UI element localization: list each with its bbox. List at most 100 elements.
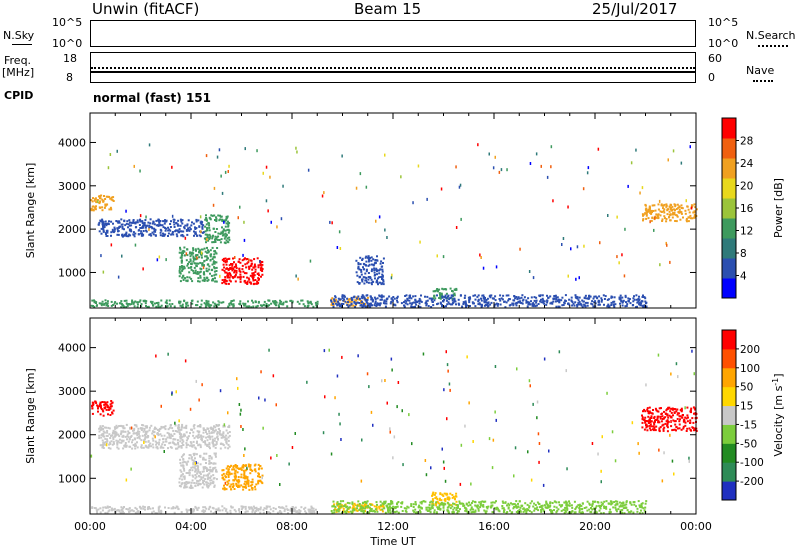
echo-cell bbox=[360, 273, 363, 276]
echo-cell bbox=[160, 509, 163, 512]
echo-cell bbox=[189, 407, 192, 411]
echo-cell bbox=[405, 507, 408, 510]
echo-cell bbox=[157, 305, 160, 308]
echo-cell bbox=[338, 230, 341, 234]
echo-cell bbox=[257, 463, 260, 466]
echo-cell bbox=[675, 429, 677, 432]
echo-cell bbox=[182, 444, 185, 446]
echo-cell bbox=[533, 296, 536, 299]
beam-title: Beam 15 bbox=[354, 0, 422, 18]
echo-cell bbox=[536, 304, 538, 307]
echo-cell bbox=[255, 510, 257, 513]
echo-cell bbox=[680, 409, 683, 412]
echo-cell bbox=[188, 457, 191, 460]
echo-cell bbox=[225, 441, 228, 443]
echo-cell bbox=[336, 374, 339, 378]
echo-cell bbox=[376, 273, 378, 276]
echo-cell bbox=[646, 425, 649, 428]
echo-cell bbox=[453, 294, 456, 297]
echo-cell bbox=[315, 304, 318, 306]
echo-cell bbox=[213, 484, 216, 487]
echo-cell bbox=[139, 169, 141, 173]
echo-cell bbox=[257, 482, 260, 485]
echo-cell bbox=[541, 297, 544, 300]
echo-cell bbox=[373, 505, 376, 508]
echo-cell bbox=[648, 206, 651, 209]
echo-cell bbox=[190, 428, 192, 431]
echo-cell bbox=[197, 469, 200, 472]
echo-cell bbox=[331, 297, 334, 300]
echo-cell bbox=[695, 208, 698, 211]
echo-cell bbox=[207, 302, 210, 305]
echo-cell bbox=[233, 271, 236, 274]
echo-cell bbox=[144, 224, 147, 227]
echo-cell bbox=[532, 505, 535, 508]
echo-cell bbox=[389, 427, 391, 431]
echo-cell bbox=[676, 418, 679, 420]
echo-cell bbox=[101, 439, 104, 442]
echo-cell bbox=[686, 406, 689, 409]
echo-cell bbox=[261, 304, 263, 307]
echo-cell bbox=[223, 266, 226, 269]
echo-cell bbox=[391, 299, 394, 302]
echo-cell bbox=[117, 221, 120, 224]
echo-cell bbox=[196, 272, 199, 275]
echo-cell bbox=[597, 300, 600, 303]
echo-cell bbox=[142, 222, 145, 225]
nsearch-label: N.Search bbox=[746, 29, 796, 42]
echo-cell bbox=[92, 403, 95, 406]
echo-cell bbox=[493, 501, 496, 504]
echo-cell bbox=[309, 509, 312, 512]
echo-cell bbox=[222, 263, 225, 266]
echo-cell bbox=[188, 471, 191, 474]
echo-cell bbox=[246, 283, 249, 285]
echo-cell bbox=[112, 431, 115, 434]
echo-cell bbox=[244, 483, 247, 486]
echo-cell bbox=[267, 209, 269, 213]
echo-cell bbox=[669, 204, 672, 207]
echo-cell bbox=[207, 508, 210, 511]
echo-cell bbox=[684, 421, 687, 424]
echo-cell bbox=[537, 432, 540, 436]
echo-cell bbox=[404, 509, 407, 512]
echo-cell bbox=[210, 475, 213, 478]
colorbar-tick-label: -50 bbox=[740, 438, 757, 450]
echo-cell bbox=[381, 270, 384, 273]
echo-cell bbox=[512, 503, 515, 506]
echo-cell bbox=[418, 297, 421, 300]
freq-label: Freq. bbox=[4, 54, 32, 67]
echo-cell bbox=[532, 305, 535, 308]
echo-cell bbox=[199, 463, 202, 466]
echo-cell bbox=[184, 426, 187, 429]
echo-cell bbox=[204, 303, 207, 306]
echo-cell bbox=[484, 512, 487, 515]
echo-cell bbox=[208, 268, 211, 271]
echo-cell bbox=[214, 237, 217, 240]
echo-cell bbox=[129, 234, 132, 237]
echo-cell bbox=[546, 294, 548, 297]
echo-cell bbox=[645, 383, 647, 387]
echo-cell bbox=[221, 258, 224, 261]
echo-cell bbox=[425, 473, 428, 477]
echo-cell bbox=[168, 434, 171, 437]
echo-cell bbox=[128, 224, 131, 227]
echo-cell bbox=[283, 508, 286, 511]
echo-cell bbox=[338, 507, 341, 510]
echo-cell bbox=[365, 185, 368, 189]
echo-cell bbox=[106, 429, 109, 432]
echo-cell bbox=[646, 408, 649, 411]
echo-cell bbox=[340, 504, 343, 507]
echo-cell bbox=[195, 461, 197, 465]
echo-cell bbox=[214, 446, 217, 449]
echo-cell bbox=[627, 184, 629, 188]
freq-tick-top: 18 bbox=[63, 52, 77, 65]
echo-cell bbox=[209, 447, 211, 450]
echo-cell bbox=[227, 439, 230, 442]
echo-cell bbox=[638, 302, 641, 305]
echo-cell bbox=[311, 509, 314, 512]
echo-cell bbox=[481, 294, 484, 297]
echo-cell bbox=[249, 465, 252, 468]
echo-cell bbox=[223, 229, 226, 232]
echo-cell bbox=[530, 511, 533, 514]
echo-cell bbox=[458, 502, 461, 505]
